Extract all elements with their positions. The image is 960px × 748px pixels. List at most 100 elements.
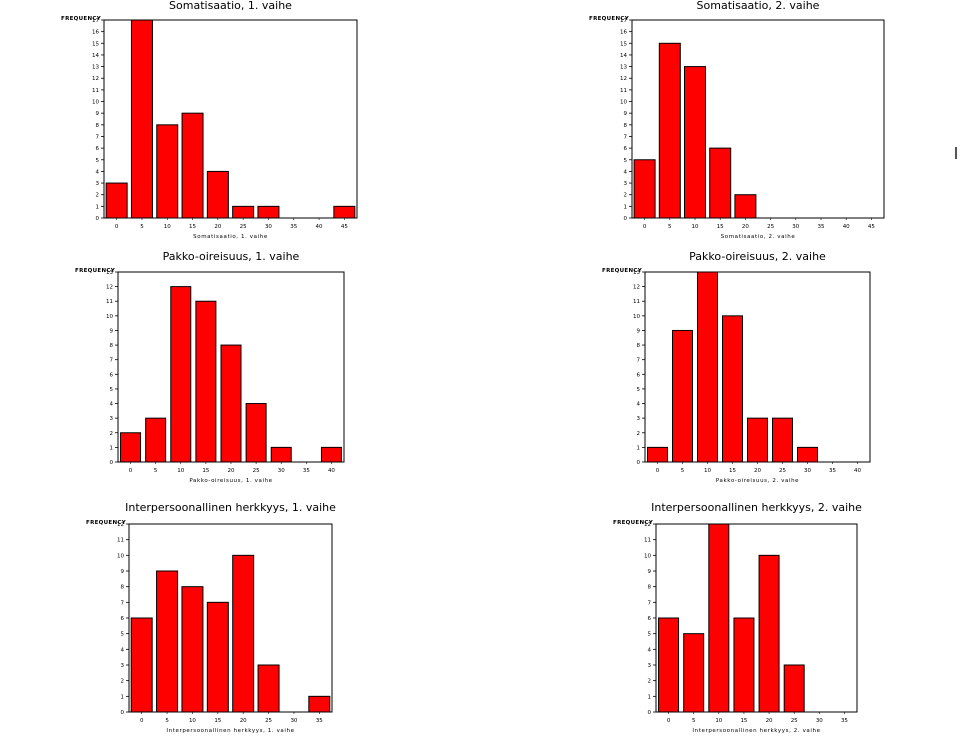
chart-title: Interpersoonallinen herkkyys, 2. vaihe bbox=[651, 501, 862, 514]
histogram-bar bbox=[722, 315, 743, 463]
y-tick-label: 9 bbox=[637, 328, 641, 334]
y-tick-label: 12 bbox=[644, 522, 651, 528]
histogram-6: Interpersoonallinen herkkyys, 2. vaihe FR… bbox=[613, 501, 862, 734]
y-tick-label: 10 bbox=[92, 100, 99, 106]
y-tick-label: 13 bbox=[106, 270, 113, 276]
y-tick-label: 5 bbox=[121, 632, 125, 638]
histogram-bar bbox=[130, 617, 153, 713]
x-tick-label: 20 bbox=[742, 224, 749, 230]
y-tick-label: 9 bbox=[110, 328, 114, 334]
y-tick-label: 0 bbox=[110, 460, 114, 466]
x-tick-label: 5 bbox=[681, 468, 685, 474]
x-tick-label: 20 bbox=[228, 468, 235, 474]
y-tick-label: 9 bbox=[648, 569, 652, 575]
y-tick-label: 3 bbox=[624, 181, 628, 187]
histogram-bar bbox=[797, 446, 818, 463]
x-tick-label: 40 bbox=[328, 468, 335, 474]
y-tick-label: 3 bbox=[110, 416, 114, 422]
y-tick-label: 6 bbox=[637, 372, 641, 378]
x-tick-label: 5 bbox=[154, 468, 158, 474]
histogram-bar bbox=[758, 554, 780, 713]
histogram-bar bbox=[708, 523, 730, 713]
y-tick-label: 4 bbox=[624, 169, 628, 175]
histogram-bar bbox=[206, 170, 229, 219]
y-tick-label: 2 bbox=[110, 431, 114, 437]
y-tick-label: 10 bbox=[620, 100, 627, 106]
x-tick-label: 35 bbox=[303, 468, 310, 474]
y-axis-label: FREQUENCY bbox=[61, 16, 102, 22]
x-tick-label: 10 bbox=[177, 468, 184, 474]
x-tick-label: 10 bbox=[189, 718, 196, 724]
x-tick-label: 30 bbox=[278, 468, 285, 474]
y-tick-label: 4 bbox=[121, 647, 125, 653]
y-tick-label: 11 bbox=[92, 88, 99, 94]
y-tick-label: 14 bbox=[92, 53, 99, 59]
x-tick-label: 45 bbox=[341, 224, 348, 230]
y-tick-label: 16 bbox=[620, 30, 627, 36]
y-tick-label: 8 bbox=[624, 123, 628, 129]
x-axis-label: Pakko-oireisuus, 1. vaihe bbox=[189, 478, 272, 484]
y-tick-label: 11 bbox=[106, 299, 113, 305]
x-tick-label: 15 bbox=[189, 224, 196, 230]
chart-title: Interpersoonallinen herkkyys, 1. vaihe bbox=[125, 501, 336, 514]
y-tick-label: 12 bbox=[117, 522, 124, 528]
histogram-bar bbox=[709, 147, 732, 219]
x-tick-label: 25 bbox=[253, 468, 260, 474]
x-tick-label: 15 bbox=[729, 468, 736, 474]
y-tick-label: 0 bbox=[648, 710, 652, 716]
y-tick-label: 6 bbox=[624, 146, 628, 152]
chart-title: Somatisaatio, 2. vaihe bbox=[697, 0, 820, 12]
y-tick-label: 4 bbox=[110, 402, 114, 408]
x-tick-label: 30 bbox=[804, 468, 811, 474]
x-tick-label: 0 bbox=[656, 468, 660, 474]
y-tick-label: 15 bbox=[92, 41, 99, 47]
y-tick-label: 0 bbox=[637, 460, 641, 466]
x-tick-label: 40 bbox=[854, 468, 861, 474]
y-tick-label: 6 bbox=[121, 616, 125, 622]
y-tick-label: 9 bbox=[96, 111, 100, 117]
plot-frame bbox=[103, 19, 358, 219]
y-tick-label: 7 bbox=[96, 134, 100, 140]
histogram-bar bbox=[195, 300, 217, 463]
x-tick-label: 30 bbox=[265, 224, 272, 230]
histogram-bar bbox=[783, 664, 805, 713]
y-tick-label: 4 bbox=[648, 647, 652, 653]
x-tick-label: 15 bbox=[214, 718, 221, 724]
x-tick-label: 10 bbox=[692, 224, 699, 230]
x-tick-label: 15 bbox=[202, 468, 209, 474]
x-tick-label: 15 bbox=[717, 224, 724, 230]
y-tick-label: 16 bbox=[92, 30, 99, 36]
x-axis-label: Somatisaatio, 1. vaihe bbox=[193, 234, 268, 240]
histogram-bar bbox=[658, 617, 680, 713]
histogram-bar bbox=[647, 446, 668, 463]
x-axis-label: Somatisaatio, 2. vaihe bbox=[721, 234, 796, 240]
x-tick-label: 25 bbox=[240, 224, 247, 230]
y-tick-label: 2 bbox=[624, 193, 628, 199]
x-tick-label: 10 bbox=[715, 718, 722, 724]
histogram-bar bbox=[245, 403, 267, 463]
y-tick-label: 11 bbox=[644, 538, 651, 544]
y-tick-label: 5 bbox=[96, 158, 100, 164]
histogram-1: Somatisaatio, 1. vaiheFREQUENCY012345678… bbox=[61, 0, 358, 240]
x-tick-label: 10 bbox=[704, 468, 711, 474]
y-tick-label: 10 bbox=[117, 553, 124, 559]
y-tick-label: 10 bbox=[633, 314, 640, 320]
histogram-bar bbox=[270, 446, 292, 463]
y-tick-label: 6 bbox=[648, 616, 652, 622]
y-tick-label: 8 bbox=[648, 585, 652, 591]
plot-frame bbox=[631, 19, 885, 219]
x-tick-label: 25 bbox=[265, 718, 272, 724]
x-tick-label: 35 bbox=[316, 718, 323, 724]
histogram-bar bbox=[181, 586, 204, 713]
x-tick-label: 30 bbox=[290, 718, 297, 724]
histogram-bar bbox=[658, 42, 681, 219]
y-tick-label: 5 bbox=[637, 387, 641, 393]
y-tick-label: 7 bbox=[110, 358, 114, 364]
y-tick-label: 11 bbox=[620, 88, 627, 94]
x-tick-label: 35 bbox=[818, 224, 825, 230]
x-axis-label: Interpersoonallinen herkkyys, 2. vaihe bbox=[692, 728, 820, 734]
histogram-bar bbox=[206, 601, 229, 713]
histogram-bar bbox=[181, 112, 204, 219]
